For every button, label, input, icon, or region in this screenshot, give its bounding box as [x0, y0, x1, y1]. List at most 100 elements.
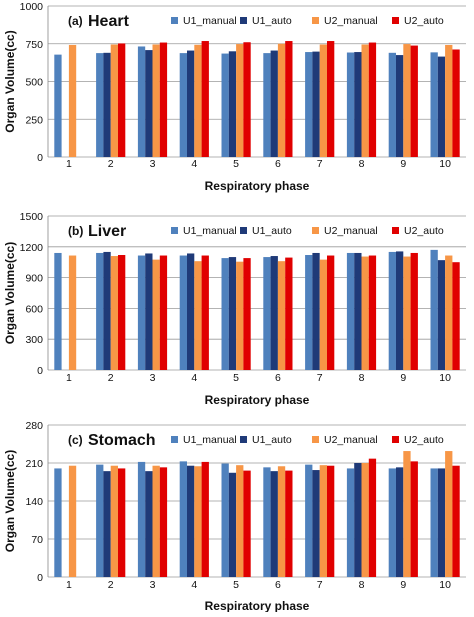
x-tick-label: 3: [150, 158, 156, 170]
y-axis-title: Organ Volume(cc): [3, 30, 17, 132]
chart-panel: 0 300 600 900 1200 1500 1 2 3 4 5 6 7 8 9 10 Respiratory…: [3, 211, 466, 407]
bar: [403, 44, 411, 157]
bar: [277, 261, 286, 370]
bar: [96, 464, 104, 577]
bar: [236, 44, 244, 157]
bar: [452, 465, 460, 577]
legend-swatch: [171, 436, 178, 443]
bar: [403, 451, 411, 577]
bar: [137, 255, 146, 370]
bar: [396, 251, 404, 370]
bar: [285, 470, 293, 577]
legend-swatch: [312, 227, 319, 234]
bar: [312, 252, 320, 370]
legend-swatch: [171, 227, 178, 234]
bar: [103, 251, 111, 370]
x-tick-label: 4: [191, 372, 197, 384]
y-tick-label: 300: [25, 334, 43, 346]
panel-label: (a): [68, 14, 83, 28]
x-tick-label: 10: [439, 372, 451, 384]
x-tick-label: 8: [359, 579, 365, 591]
legend-label: U2_auto: [404, 434, 444, 446]
legend-swatch: [392, 436, 399, 443]
bar: [103, 52, 111, 158]
legend-label: U2_manual: [324, 434, 378, 446]
bar: [228, 472, 237, 577]
bar: [68, 465, 77, 577]
bar: [312, 51, 320, 157]
bar: [410, 45, 418, 158]
bar: [437, 56, 446, 157]
legend-label: U1_auto: [252, 225, 292, 237]
bar: [236, 261, 244, 370]
bar: [263, 53, 271, 157]
bar: [437, 260, 446, 370]
bar: [221, 463, 229, 577]
x-tick-label: 2: [108, 372, 114, 384]
bar: [118, 468, 126, 577]
panel-title: Liver: [88, 223, 126, 240]
bar: [263, 467, 271, 577]
x-tick-label: 7: [317, 372, 323, 384]
bar: [410, 252, 418, 370]
y-tick-label: 0: [37, 152, 43, 164]
legend-swatch: [392, 17, 399, 24]
legend-label: U1_auto: [252, 434, 292, 446]
legend-label: U1_manual: [183, 15, 237, 27]
bar: [179, 255, 187, 370]
bar: [319, 259, 327, 370]
bar: [159, 467, 168, 577]
x-tick-label: 9: [400, 372, 406, 384]
x-tick-label: 5: [233, 372, 239, 384]
bar: [270, 256, 278, 370]
bar: [354, 252, 362, 370]
y-tick-label: 1200: [20, 242, 44, 254]
bar: [305, 255, 313, 370]
bar: [445, 44, 453, 157]
bar: [159, 255, 168, 370]
y-axis-title: Organ Volume(cc): [3, 450, 17, 552]
legend-label: U1_auto: [252, 15, 292, 27]
bar: [319, 465, 327, 577]
bar: [145, 50, 153, 158]
bar: [110, 44, 118, 157]
panel-label: (c): [68, 433, 83, 447]
x-tick-label: 10: [439, 579, 451, 591]
bar: [103, 471, 111, 577]
legend-label: U1_manual: [183, 434, 237, 446]
bar: [187, 50, 195, 157]
bar: [243, 258, 251, 370]
x-axis-title: Respiratory phase: [205, 393, 310, 407]
bar: [403, 256, 411, 370]
bar: [194, 44, 202, 157]
x-tick-label: 8: [359, 158, 365, 170]
bar: [327, 255, 335, 370]
bar: [228, 51, 237, 157]
legend-swatch: [240, 227, 247, 234]
bar: [68, 44, 77, 157]
bar: [270, 471, 278, 577]
y-tick-label: 140: [25, 496, 43, 508]
bar: [54, 54, 62, 157]
y-tick-label: 70: [31, 534, 43, 546]
x-axis-title: Respiratory phase: [205, 599, 310, 612]
bar: [430, 468, 438, 577]
x-tick-label: 1: [66, 158, 72, 170]
x-tick-label: 4: [191, 579, 197, 591]
bar: [159, 42, 168, 157]
y-tick-label: 900: [25, 273, 43, 285]
panel-title: Heart: [88, 13, 130, 30]
chart-panel: 0 70 140 210 280 1 2 3 4 5 6 7 8 9 10 Respiratory phase…: [3, 420, 466, 613]
x-tick-label: 2: [108, 158, 114, 170]
bar: [305, 464, 313, 577]
bar: [152, 259, 160, 370]
bar: [430, 52, 438, 158]
bar: [368, 42, 377, 157]
bar: [96, 53, 104, 157]
legend-swatch: [240, 436, 247, 443]
bar: [187, 465, 195, 577]
x-tick-label: 6: [275, 158, 281, 170]
x-tick-label: 4: [191, 158, 197, 170]
y-axis-title: Organ Volume(cc): [3, 242, 17, 344]
x-tick-label: 1: [66, 372, 72, 384]
